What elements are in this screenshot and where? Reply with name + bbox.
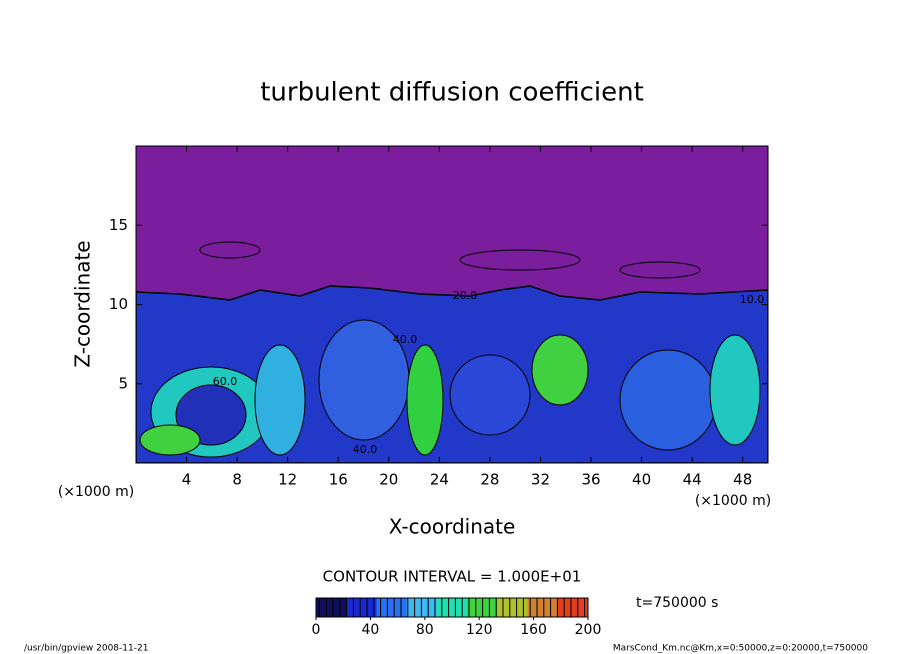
colorbar-cell [346, 598, 377, 617]
field-blob [254, 344, 306, 456]
field-blob [619, 349, 717, 451]
x-unit: (×1000 m) [58, 484, 134, 500]
x-tick-label: 36 [581, 471, 600, 489]
contour-field [136, 146, 768, 463]
time-label: t=750000 s [636, 595, 718, 611]
footer-left: /usr/bin/gpview 2008-11-21 [24, 644, 148, 654]
colorbar-cell [406, 598, 438, 617]
x-tick-label: 40 [632, 471, 651, 489]
x-tick-label: 28 [480, 471, 499, 489]
x-tick-label: 4 [182, 471, 192, 489]
chart-title: turbulent diffusion coefficient [260, 78, 644, 108]
colorbar-cell [527, 598, 559, 617]
x-tick-label: 48 [733, 471, 752, 489]
colorbar-frame [315, 597, 589, 618]
colorbar-tick-label: 160 [520, 622, 547, 638]
contour-label: 60.0 [213, 375, 238, 388]
x-tick-label: 8 [232, 471, 242, 489]
contour-label: 40.0 [353, 443, 378, 456]
colorbar-cell [436, 598, 468, 617]
colorbar-cell [497, 598, 529, 617]
contour-label: 20.0 [453, 289, 478, 302]
field-blob [449, 354, 531, 436]
y-tick-label: 5 [118, 374, 128, 392]
colorbar-tick-label: 40 [361, 622, 379, 638]
y-axis-label: Z-coordinate [71, 240, 95, 367]
field-contour [619, 261, 701, 279]
x-tick-label: 32 [531, 471, 550, 489]
field-blob [709, 334, 761, 446]
field-blob [531, 334, 589, 406]
colorbar-cell [376, 598, 408, 617]
contour-label: 10.0 [740, 293, 765, 306]
colorbar-tick-label: 0 [312, 622, 321, 638]
field-blob [139, 424, 201, 456]
colorbar-tick-label: 200 [575, 622, 602, 638]
colorbar-cell [557, 598, 589, 617]
x-tick-label: 16 [329, 471, 348, 489]
y-tick-label: 15 [109, 216, 128, 234]
y-unit: (×1000 m) [695, 493, 771, 509]
contour-label: 40.0 [393, 333, 418, 346]
field-blob [175, 384, 247, 446]
footer-right: MarsCond_Km.nc@Km,x=0:50000,z=0:20000,t=… [613, 644, 868, 654]
y-tick-label: 10 [109, 295, 128, 313]
contour-interval: CONTOUR INTERVAL = 1.000E+01 [323, 568, 582, 586]
x-axis-label: X-coordinate [389, 515, 516, 539]
colorbar-cell [316, 598, 347, 617]
field-contour [199, 241, 261, 259]
x-tick-label: 20 [379, 471, 398, 489]
colorbar-tick-label: 80 [416, 622, 434, 638]
x-tick-label: 44 [683, 471, 702, 489]
field-blob [406, 344, 444, 456]
x-tick-label: 24 [430, 471, 449, 489]
x-tick-label: 12 [278, 471, 297, 489]
field-contour [459, 249, 581, 271]
colorbar-tick-label: 120 [466, 622, 493, 638]
